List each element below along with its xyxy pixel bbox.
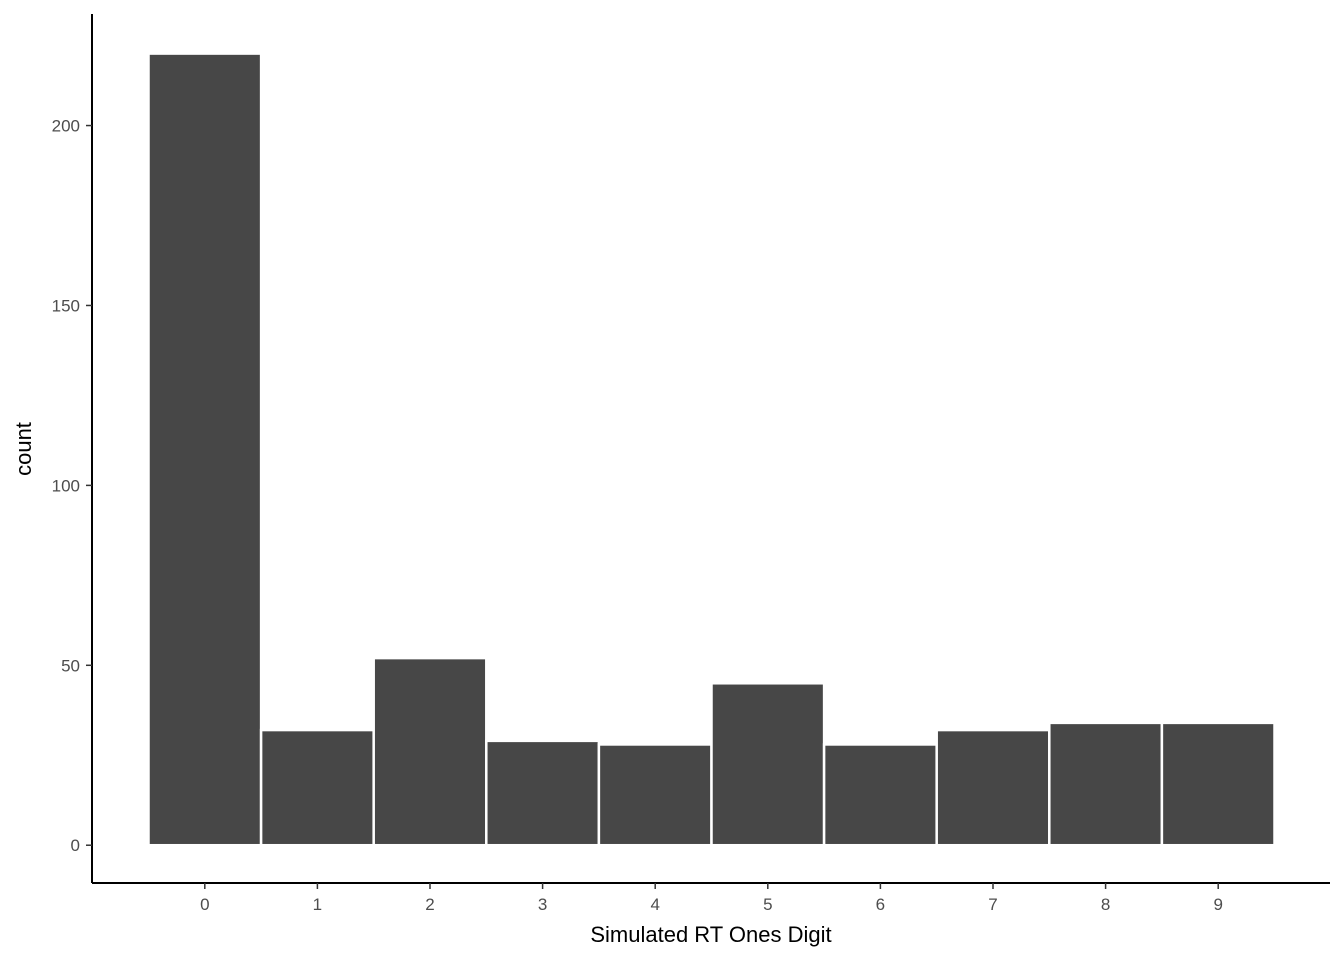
x-tick-label-7: 7 — [988, 895, 997, 914]
bar-0 — [147, 52, 263, 847]
bar-8 — [1048, 721, 1164, 847]
x-tick-label-5: 5 — [763, 895, 772, 914]
bar-4 — [597, 743, 713, 847]
bar-2 — [372, 656, 488, 847]
x-tick-label-9: 9 — [1213, 895, 1222, 914]
y-tick-label-100: 100 — [52, 476, 80, 495]
bar-1 — [259, 728, 375, 847]
y-tick-label-50: 50 — [61, 656, 80, 675]
y-tick-label-200: 200 — [52, 117, 80, 136]
bar-5 — [710, 682, 826, 847]
bar-6 — [822, 743, 938, 847]
x-tick-label-2: 2 — [425, 895, 434, 914]
x-tick-label-1: 1 — [313, 895, 322, 914]
x-tick-label-8: 8 — [1101, 895, 1110, 914]
bar-7 — [935, 728, 1051, 847]
x-tick-label-3: 3 — [538, 895, 547, 914]
y-axis-title: count — [11, 422, 36, 476]
y-axis: 0 50 100 150 200 — [52, 14, 93, 883]
y-tick-label-150: 150 — [52, 296, 80, 315]
x-axis-title: Simulated RT Ones Digit — [590, 922, 831, 947]
x-tick-label-4: 4 — [650, 895, 659, 914]
bars-layer — [147, 52, 1276, 847]
x-axis: 0 1 2 3 4 5 6 7 8 9 — [92, 882, 1330, 914]
x-tick-label-0: 0 — [200, 895, 209, 914]
bar-9 — [1160, 721, 1276, 847]
y-tick-label-0: 0 — [71, 836, 80, 855]
x-tick-label-6: 6 — [876, 895, 885, 914]
bar-3 — [485, 739, 601, 847]
